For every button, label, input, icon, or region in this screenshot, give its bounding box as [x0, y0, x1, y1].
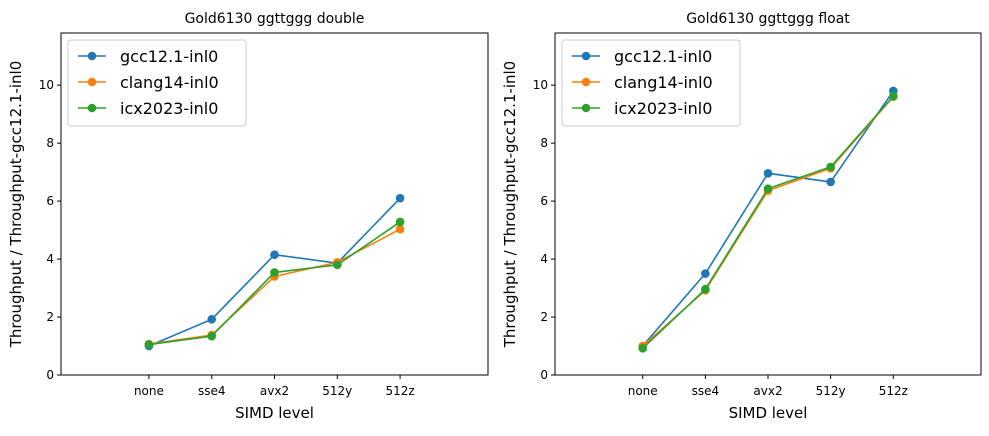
data-point [270, 250, 279, 260]
x-tick-label: sse4 [692, 384, 720, 398]
y-tick-label: 4 [540, 252, 548, 266]
x-axis-label: SIMD level [729, 404, 808, 422]
data-point [701, 269, 710, 278]
data-point [270, 268, 279, 277]
y-tick-label: 4 [46, 252, 54, 266]
legend: gcc12.1-inl0 clang14-inl0 icx2023-inl0 [67, 39, 247, 127]
x-tick-label: 512y [322, 384, 352, 398]
y-tick-label: 6 [46, 194, 54, 208]
data-point [395, 224, 405, 234]
y-tick-label: 0 [540, 368, 548, 382]
legend-marker [581, 103, 591, 113]
series-clang14-inl0 [638, 92, 898, 351]
y-axis-label: Throughput / Throughput-gcc12.1-inl0 [501, 61, 519, 348]
chart-panel-1: Gold6130 ggttggg double none sse4 avx2 512y 5… [7, 11, 489, 422]
data-point [207, 315, 217, 324]
y-tick-label: 8 [540, 136, 548, 150]
legend-label: gcc12.1-inl0 [120, 47, 218, 66]
legend-label: clang14-inl0 [614, 73, 713, 92]
x-tick-label: 512y [816, 384, 846, 398]
legend-marker [581, 51, 591, 61]
x-tick-label: 512z [879, 384, 908, 398]
data-point [395, 217, 405, 227]
y-tick-label: 10 [533, 78, 548, 92]
series-line [642, 90, 894, 347]
x-tick-label: none [134, 384, 164, 398]
legend: gcc12.1-inl0 clang14-inl0 icx2023-inl0 [561, 39, 741, 127]
data-point [826, 177, 835, 187]
legend-box [67, 39, 247, 127]
y-tick-label: 0 [46, 368, 54, 382]
x-tick-label: avx2 [753, 384, 782, 398]
y-tick-label: 6 [540, 194, 548, 208]
legend-label: clang14-inl0 [120, 73, 219, 92]
data-point [763, 168, 773, 178]
y-tick-label: 2 [540, 310, 548, 324]
x-tick-label: 512z [385, 384, 414, 398]
legend-label: icx2023-inl0 [614, 99, 712, 118]
y-tick-label: 8 [46, 136, 54, 150]
legend-marker [87, 51, 97, 61]
x-axis-label: SIMD level [235, 404, 314, 422]
data-point [826, 162, 835, 172]
series-line [642, 95, 894, 349]
legend-marker [87, 77, 97, 87]
series-icx2023-inl0 [638, 91, 898, 353]
y-tick-label: 2 [46, 310, 54, 324]
x-tick-label: sse4 [198, 384, 226, 398]
data-point [395, 193, 405, 203]
x-tick-label: avx2 [260, 384, 289, 398]
series-line [642, 96, 894, 347]
series-line [148, 228, 401, 345]
series-icx2023-inl0 [144, 217, 405, 349]
y-tick-label: 10 [39, 78, 54, 92]
legend-label: icx2023-inl0 [120, 99, 218, 118]
legend-label: gcc12.1-inl0 [614, 47, 712, 66]
data-point [638, 344, 648, 353]
data-point [763, 184, 773, 193]
data-point [144, 340, 154, 349]
data-point [332, 260, 342, 270]
data-point [207, 331, 217, 341]
chart-title: Gold6130 ggttggg double [185, 11, 365, 27]
data-point [888, 91, 898, 101]
y-axis-label: Throughput / Throughput-gcc12.1-inl0 [7, 61, 25, 348]
legend-marker [581, 77, 591, 87]
x-tick-label: none [628, 384, 658, 398]
legend-box [561, 39, 741, 127]
data-point [701, 284, 710, 294]
series-line [148, 221, 401, 346]
chart-panel-2: Gold6130 ggttggg float none sse4 avx2 512y 51… [501, 11, 982, 422]
chart-title: Gold6130 ggttggg float [686, 11, 850, 27]
series-clang14-inl0 [144, 224, 405, 349]
legend-marker [87, 103, 97, 113]
